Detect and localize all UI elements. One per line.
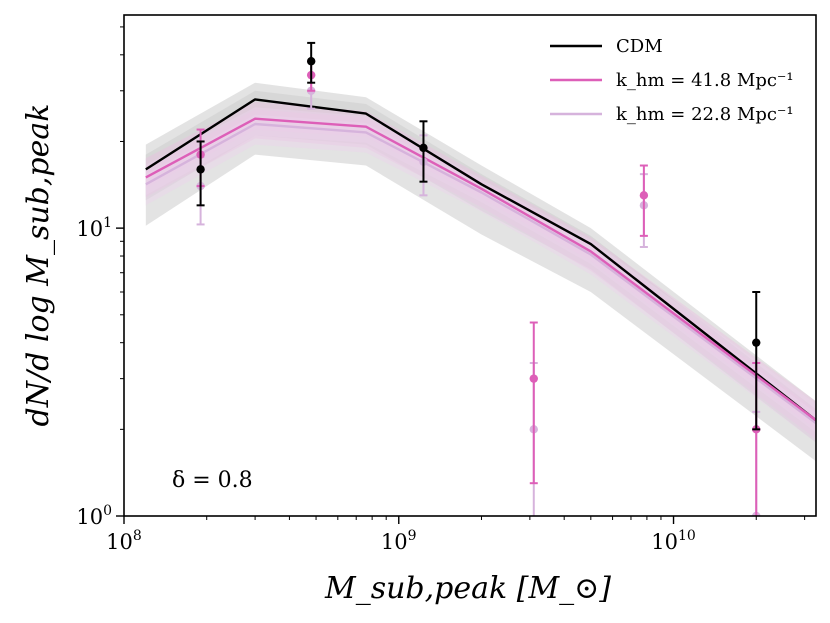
data-point-series-0-pt-2: [419, 143, 428, 153]
y-axis-label-text: dN/d log M_sub,peak: [21, 104, 56, 427]
x-tick-label-1-exp: 9: [408, 528, 417, 544]
y-tick-label-0: 100: [76, 503, 112, 529]
y-tick-label-1-base: 10: [76, 217, 103, 241]
data-point-series-1-pt-2: [529, 374, 538, 383]
axis-ticks: [116, 26, 806, 524]
y-tick-label-0-exp: 0: [103, 503, 112, 519]
data-points: [196, 41, 761, 516]
x-tick-label-1-base: 10: [381, 530, 408, 554]
legend-label-khm-22-8: k_hm = 22.8 Mpc⁻¹: [616, 104, 794, 125]
y-tick-label-1-exp: 1: [103, 215, 112, 231]
data-point-series-0-pt-1: [306, 57, 316, 66]
y-tick-label-1: 101: [76, 215, 112, 241]
x-axis-label-text: M_sub,peak [M_⊙]: [324, 571, 611, 606]
data-point-series-0-pt-3: [752, 338, 761, 347]
legend-label-cdm: CDM: [616, 36, 663, 57]
x-tick-label-2-exp: 10: [678, 528, 696, 544]
x-tick-label-1: 109: [381, 528, 417, 554]
x-tick-label-0: 108: [106, 528, 142, 554]
x-tick-label-2-base: 10: [651, 530, 678, 554]
y-axis-label: dN/d log M_sub,peak: [21, 104, 56, 427]
plot-frame: [123, 14, 817, 517]
x-tick-label-2: 1010: [651, 528, 696, 554]
x-tick-label-0-base: 10: [106, 530, 133, 554]
confidence-bands: [145, 82, 816, 462]
legend: CDM k_hm = 41.8 Mpc⁻¹ k_hm = 22.8 Mpc⁻¹: [550, 36, 794, 125]
y-tick-label-0-base: 10: [76, 505, 103, 529]
delta-annotation: δ = 0.8: [172, 468, 253, 493]
x-tick-label-0-exp: 8: [133, 528, 142, 544]
x-axis-label: M_sub,peak [M_⊙]: [324, 571, 611, 606]
band-outer-series-1: [145, 101, 816, 440]
data-point-series-0-pt-0: [196, 165, 205, 174]
data-point-series-1-pt-3: [639, 191, 649, 200]
legend-label-khm-41-8: k_hm = 41.8 Mpc⁻¹: [616, 70, 794, 91]
